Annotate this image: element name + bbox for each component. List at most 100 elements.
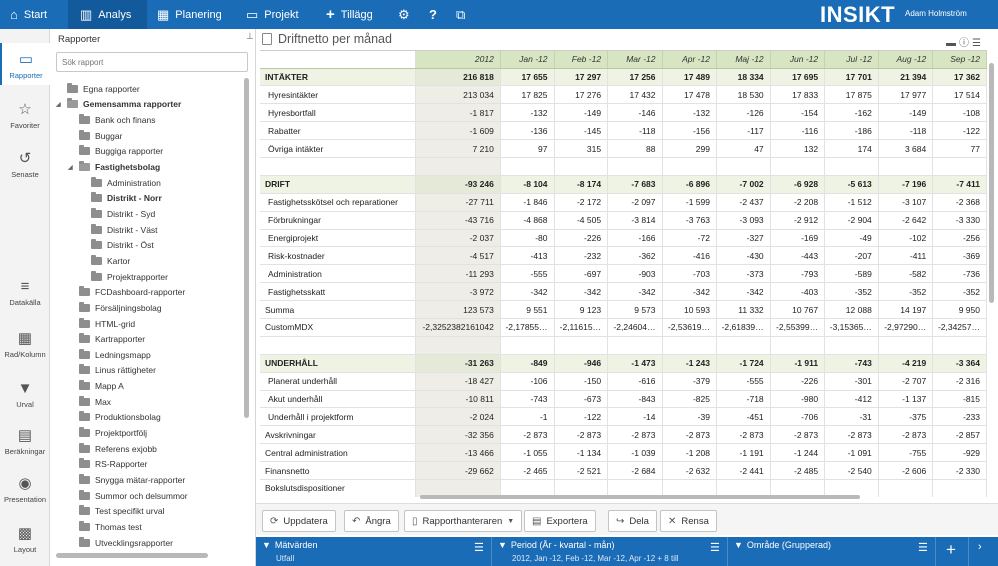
table-cell[interactable]: -589: [824, 264, 879, 284]
table-cell[interactable]: 17 825: [500, 85, 555, 105]
settings-button[interactable]: ⚙: [398, 0, 410, 29]
rail-rapporter[interactable]: ▭ Rapporter: [0, 43, 50, 85]
table-cell[interactable]: [554, 336, 609, 355]
table-cell[interactable]: -1 609: [415, 121, 501, 141]
table-cell[interactable]: 17 478: [662, 85, 717, 105]
row-label[interactable]: INTÄKTER: [260, 68, 416, 87]
table-cell[interactable]: -3 364: [932, 354, 987, 373]
rail-favoriter[interactable]: ☆ Favoriter: [0, 101, 50, 130]
table-cell[interactable]: -162: [824, 103, 879, 123]
table-cell[interactable]: -697: [554, 264, 609, 284]
rensa-button[interactable]: ✕ Rensa: [660, 510, 717, 532]
table-cell[interactable]: -2 873: [716, 425, 771, 445]
table-cell[interactable]: -3 972: [415, 282, 501, 302]
table-cell[interactable]: -413: [500, 246, 555, 266]
row-label[interactable]: Hyresbortfall: [260, 103, 416, 123]
table-cell[interactable]: -443: [770, 246, 826, 266]
table-cell[interactable]: -2 873: [500, 425, 555, 445]
table-cell[interactable]: -27 711: [415, 193, 501, 212]
tree-item[interactable]: Test specifikt urval: [68, 504, 164, 520]
table-cell[interactable]: -2 873: [607, 425, 663, 445]
row-label[interactable]: Avskrivningar: [260, 425, 416, 445]
table-cell[interactable]: -2 873: [662, 425, 717, 445]
tree-item[interactable]: Bank och finans: [68, 112, 155, 128]
table-cell[interactable]: -49: [824, 229, 879, 248]
table-cell[interactable]: -116: [770, 121, 826, 141]
table-cell[interactable]: -2 024: [415, 407, 501, 427]
menu-icon[interactable]: ☰: [918, 542, 928, 554]
table-cell[interactable]: -3,15365…: [824, 318, 879, 337]
table-cell[interactable]: -375: [878, 407, 934, 427]
table-cell[interactable]: -616: [607, 372, 663, 391]
table-cell[interactable]: -1 473: [607, 354, 663, 373]
table-cell[interactable]: -126: [716, 103, 771, 123]
table-cell[interactable]: -3 107: [878, 193, 934, 212]
table-cell[interactable]: [607, 336, 663, 355]
table-cell[interactable]: -226: [770, 372, 826, 391]
table-cell[interactable]: 47: [716, 139, 771, 158]
table-cell[interactable]: [878, 479, 934, 497]
table-cell[interactable]: 17 514: [932, 85, 987, 105]
table-cell[interactable]: -18 427: [415, 372, 501, 391]
table-cell[interactable]: [554, 157, 609, 176]
new-window-button[interactable]: ⧉: [456, 0, 465, 29]
tree-item[interactable]: Distrikt - Norr: [80, 191, 162, 207]
tree-item[interactable]: ◢ Fastighetsbolag: [68, 159, 160, 175]
table-cell[interactable]: -6 928: [770, 175, 826, 194]
table-cell[interactable]: -4 517: [415, 246, 501, 266]
row-label[interactable]: Energiprojekt: [260, 229, 416, 248]
row-label[interactable]: UNDERHÅLL: [260, 354, 416, 373]
tree-item[interactable]: Max: [68, 394, 111, 410]
table-cell[interactable]: -11 293: [415, 264, 501, 284]
row-label[interactable]: Rabatter: [260, 121, 416, 141]
table-cell[interactable]: -2 208: [770, 193, 826, 212]
add-filter-button[interactable]: +: [936, 537, 969, 566]
tree-item[interactable]: Referens exjobb: [68, 441, 157, 457]
grid-horizontal-scrollbar[interactable]: [420, 495, 860, 499]
table-cell[interactable]: -3 814: [607, 211, 663, 230]
table-cell[interactable]: -412: [824, 390, 879, 409]
row-label[interactable]: Finansnetto: [260, 461, 416, 480]
table-cell[interactable]: -1 846: [500, 193, 555, 212]
tree-item[interactable]: Mapp A: [68, 378, 124, 394]
table-cell[interactable]: -373: [716, 264, 771, 284]
row-label[interactable]: Risk-kostnader: [260, 246, 416, 266]
table-cell[interactable]: -2 606: [878, 461, 934, 480]
table-cell[interactable]: -1 599: [662, 193, 717, 212]
table-cell[interactable]: 7 210: [415, 139, 501, 158]
tree-item[interactable]: HTML-grid: [68, 316, 135, 332]
table-cell[interactable]: 17 256: [607, 68, 663, 87]
tree-item[interactable]: Projektrapporter: [80, 269, 168, 285]
table-cell[interactable]: 213 034: [415, 85, 501, 105]
table-cell[interactable]: -1: [500, 407, 555, 427]
table-cell[interactable]: -1 243: [662, 354, 717, 373]
table-cell[interactable]: -342: [607, 282, 663, 302]
table-cell[interactable]: -1 091: [824, 443, 879, 463]
tree-item[interactable]: Buggiga rapporter: [68, 144, 163, 160]
table-cell[interactable]: -6 896: [662, 175, 717, 194]
tree-vertical-scrollbar[interactable]: [244, 78, 249, 418]
table-cell[interactable]: -1 134: [554, 443, 609, 463]
table-cell[interactable]: -815: [932, 390, 987, 409]
table-cell[interactable]: -13 466: [415, 443, 501, 463]
table-cell[interactable]: -2,24604…: [607, 318, 663, 337]
row-label[interactable]: Summa: [260, 300, 416, 319]
menu-icon[interactable]: ☰: [474, 542, 484, 554]
table-cell[interactable]: -430: [716, 246, 771, 266]
table-cell[interactable]: -154: [770, 103, 826, 123]
table-cell[interactable]: 17 977: [878, 85, 934, 105]
table-cell[interactable]: -108: [932, 103, 987, 123]
table-cell[interactable]: -352: [824, 282, 879, 302]
table-cell[interactable]: -106: [500, 372, 555, 391]
table-cell[interactable]: -2 368: [932, 193, 987, 212]
table-cell[interactable]: -1 208: [662, 443, 717, 463]
table-cell[interactable]: 17 695: [770, 68, 826, 87]
nav-projekt[interactable]: ▭ Projekt: [246, 0, 299, 29]
rail-datakalla[interactable]: ≡ Datakälla: [0, 278, 50, 307]
table-cell[interactable]: -736: [932, 264, 987, 284]
table-cell[interactable]: -2,3252382161042: [415, 318, 501, 337]
table-cell[interactable]: -555: [716, 372, 771, 391]
table-cell[interactable]: [716, 336, 771, 355]
table-cell[interactable]: -146: [607, 103, 663, 123]
table-cell[interactable]: 10 593: [662, 300, 717, 319]
